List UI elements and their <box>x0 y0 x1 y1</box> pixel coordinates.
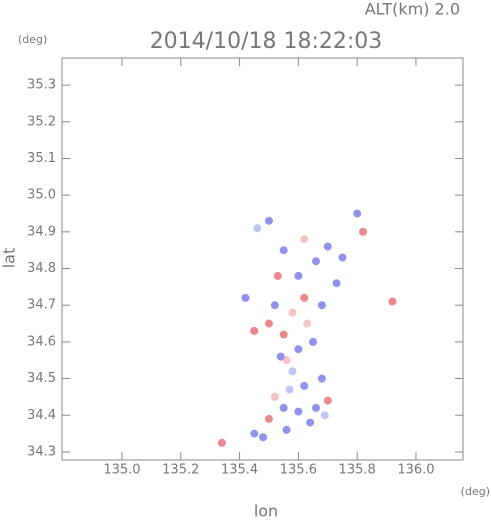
point <box>300 293 309 302</box>
point <box>312 403 321 412</box>
y-tick-label: 34.8 <box>27 261 56 276</box>
point <box>276 352 285 361</box>
plot-frame <box>61 57 464 461</box>
point <box>312 257 321 266</box>
point <box>359 227 368 236</box>
y-tick-label: 35.3 <box>27 78 56 93</box>
y-tick-label: 34.3 <box>27 444 56 459</box>
x-axis-label: lon <box>254 502 278 521</box>
point <box>288 367 297 376</box>
y-tick-label: 34.7 <box>27 298 56 313</box>
y-tick-label: 35.1 <box>27 151 56 166</box>
point <box>241 293 250 302</box>
point <box>282 356 291 365</box>
altitude-label: ALT(km) 2.0 <box>365 0 460 19</box>
point <box>303 319 312 328</box>
point <box>217 438 226 447</box>
x-tick-label: 135.2 <box>162 463 199 478</box>
point <box>300 381 309 390</box>
y-tick-label: 35.0 <box>27 188 56 203</box>
y-tick-label: 35.2 <box>27 114 56 129</box>
x-tick-label: 135.8 <box>339 463 376 478</box>
point <box>306 418 315 427</box>
point <box>279 330 288 339</box>
x-tick-label: 135.4 <box>221 463 258 478</box>
point <box>317 301 326 310</box>
point <box>388 297 397 306</box>
x-tick-label: 135.0 <box>103 463 140 478</box>
y-tick-label: 34.4 <box>27 408 56 423</box>
point <box>294 407 303 416</box>
x-unit: (deg) <box>461 485 490 498</box>
point <box>264 216 273 225</box>
point <box>250 429 259 438</box>
point <box>270 392 279 401</box>
point <box>309 337 318 346</box>
point <box>279 246 288 255</box>
point <box>288 308 297 317</box>
point <box>300 235 309 244</box>
y-unit: (deg) <box>18 33 47 46</box>
point <box>259 433 268 442</box>
point <box>282 425 291 434</box>
point <box>253 224 262 233</box>
point <box>270 301 279 310</box>
point <box>317 374 326 383</box>
point <box>338 253 347 262</box>
point <box>294 271 303 280</box>
x-tick-label: 136.0 <box>397 463 434 478</box>
point <box>323 396 332 405</box>
point <box>323 242 332 251</box>
x-tick-label: 135.6 <box>280 463 317 478</box>
point <box>332 279 341 288</box>
y-tick-label: 34.6 <box>27 334 56 349</box>
y-tick-label: 34.9 <box>27 224 56 239</box>
chart-title: 2014/10/18 18:22:03 <box>150 29 383 54</box>
point <box>273 271 282 280</box>
point <box>264 319 273 328</box>
point <box>353 209 362 218</box>
point <box>294 345 303 354</box>
y-axis-label: lat <box>0 248 19 269</box>
point <box>279 403 288 412</box>
y-tick-label: 34.5 <box>27 371 56 386</box>
point <box>320 411 329 420</box>
point <box>264 414 273 423</box>
point <box>285 385 294 394</box>
point <box>250 326 259 335</box>
